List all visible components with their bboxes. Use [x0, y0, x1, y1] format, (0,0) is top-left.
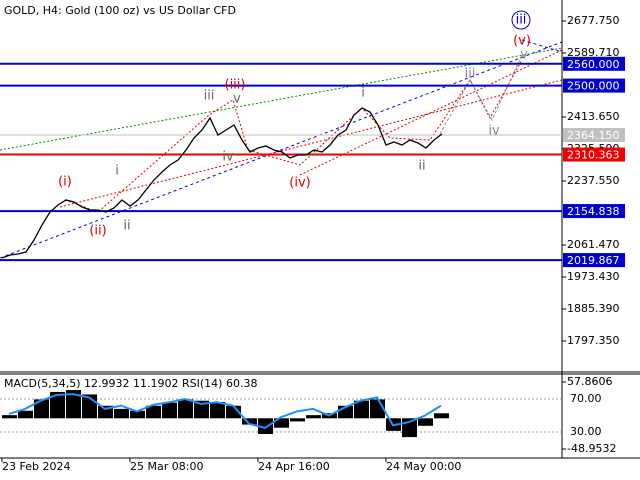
macd-bar	[34, 399, 49, 419]
macd-bar	[114, 408, 129, 419]
wave-label: ii	[418, 159, 425, 174]
level-label: 2310.363	[567, 149, 620, 162]
trend-line	[0, 41, 563, 259]
y-tick-label: 1973.430	[567, 270, 620, 283]
macd-bar	[258, 418, 273, 434]
level-box	[563, 204, 625, 219]
macd-bar	[162, 402, 177, 419]
level-label: 2364.150	[567, 129, 620, 142]
macd-bar	[194, 400, 209, 419]
wave-label: ii	[123, 219, 130, 234]
wave-label: i	[115, 164, 119, 179]
level-label: 2154.838	[567, 205, 620, 218]
level-label: 2019.867	[567, 254, 620, 267]
price-line	[1, 107, 443, 259]
x-tick-label: 24 Apr 16:00	[258, 460, 330, 473]
rsi-tick-label: 30.00	[570, 425, 602, 438]
level-box	[563, 56, 625, 71]
wave-label: (iii)	[225, 78, 246, 93]
macd-bar	[242, 418, 257, 425]
macd-bar	[178, 399, 193, 419]
wave-label: (ii)	[89, 224, 106, 239]
y-tick-label: 1885.390	[567, 302, 620, 315]
forecast-path	[439, 54, 523, 135]
level-label: 2500.000	[567, 80, 620, 93]
wave-label: (i)	[58, 175, 72, 190]
y-tick-label: 2413.650	[567, 110, 620, 123]
macd-bar	[418, 418, 433, 426]
y-tick-label: 2677.750	[567, 14, 620, 27]
y-tick-label: 1797.350	[567, 334, 620, 347]
trend-line	[0, 47, 563, 151]
macd-bar	[130, 410, 145, 419]
wave-label: (v)	[513, 34, 531, 49]
wave-label: v	[520, 48, 528, 63]
wave-circle	[511, 10, 531, 30]
macd-bar	[306, 415, 321, 419]
macd-bar	[50, 391, 65, 419]
rsi-tick-label: 70.00	[570, 392, 602, 405]
macd-bar	[354, 400, 369, 419]
wave-label: iv	[222, 150, 234, 165]
macd-bar	[434, 413, 449, 419]
x-tick-label: 24 May 00:00	[386, 460, 461, 473]
macd-tick-label: -48.9532	[567, 442, 616, 455]
macd-bar	[66, 390, 81, 419]
level-box	[563, 78, 625, 93]
macd-bar	[274, 418, 289, 428]
x-tick-label: 25 Mar 08:00	[130, 460, 203, 473]
level-box	[563, 147, 625, 162]
indicator-label: MACD(5,34,5) 12.9932 11.1902 RSI(14) 60.…	[4, 377, 257, 390]
level-box	[563, 127, 625, 142]
y-tick-label: 2237.550	[567, 174, 620, 187]
macd-bar	[226, 405, 241, 419]
macd-bar	[290, 418, 305, 422]
level-box	[563, 253, 625, 268]
macd-bar	[2, 415, 17, 419]
y-tick-label: 2589.710	[567, 46, 620, 59]
rsi-line	[8, 393, 442, 429]
wave-label: (iv)	[289, 176, 310, 191]
level-label: 2560.000	[567, 58, 620, 71]
x-tick-label: 23 Feb 2024	[2, 460, 70, 473]
y-tick-label: 2061.470	[567, 238, 620, 251]
wave-label: i	[361, 86, 365, 101]
wave-label: iii	[465, 67, 476, 82]
macd-tick-label: 57.8606	[567, 375, 613, 388]
chart-title: GOLD, H4: Gold (100 oz) vs US Dollar CFD	[4, 4, 236, 17]
macd-bar	[210, 401, 225, 419]
macd-bar	[18, 410, 33, 419]
trend-line	[521, 39, 563, 53]
wave-label: iv	[488, 124, 500, 139]
wave-label: v	[233, 92, 241, 107]
macd-bar	[146, 405, 161, 419]
wave-label: iii	[204, 89, 215, 104]
wave-label: iii	[516, 13, 527, 28]
